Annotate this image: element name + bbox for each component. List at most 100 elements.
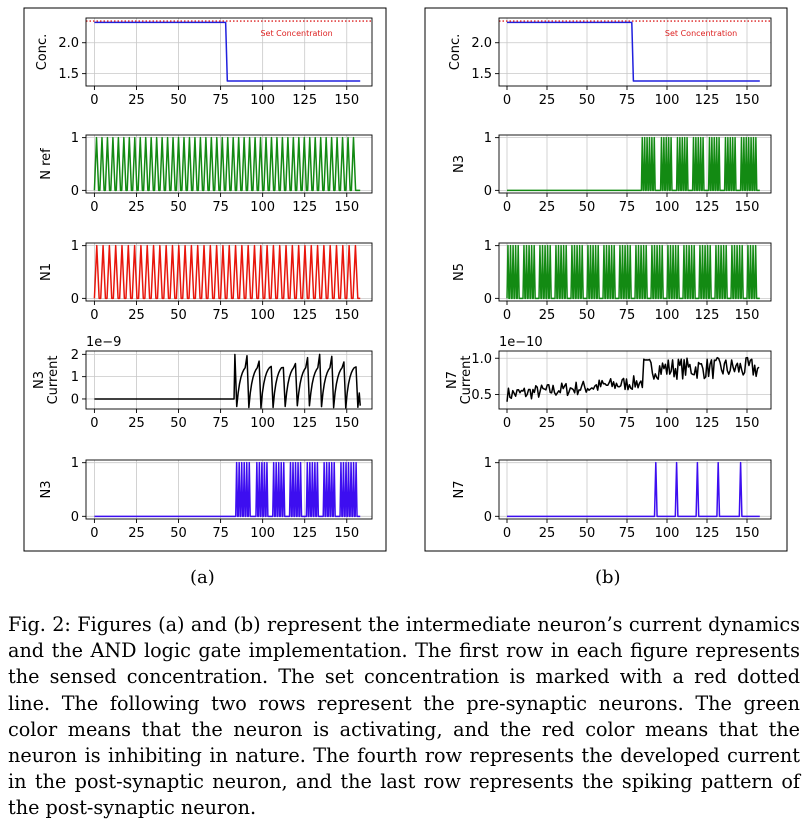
chart-a3-ytick-label-1: 1 — [71, 239, 79, 254]
chart-a1-annotation: Set Concentration — [260, 29, 332, 38]
chart-b5-axes-frame — [498, 459, 772, 520]
chart-b3-xtick-label-2: 50 — [579, 308, 596, 323]
chart-a3-ytick-label-0: 0 — [71, 292, 79, 307]
chart-b4-xtick-label-5: 125 — [695, 416, 720, 431]
chart-b4-ylabel-line-0: N7 — [445, 371, 460, 389]
chart-a4-xtick-label-4: 100 — [250, 416, 275, 431]
chart-b4-exponent: 1e−10 — [499, 335, 543, 350]
chart-a2-xtick-label-1: 25 — [128, 200, 145, 215]
chart-a4-ylabel-line-1: Current — [46, 356, 61, 405]
chart-a5-ylabel: N3 — [39, 481, 54, 499]
chart-b1-xtick-label-4: 100 — [655, 93, 680, 108]
chart-b3-ylabel-line-0: N5 — [452, 263, 467, 281]
chart-a4-xtick-label-5: 125 — [292, 416, 317, 431]
chart-a4-ytick-label-0: 0 — [71, 392, 79, 407]
chart-b3-series-0 — [506, 244, 760, 300]
chart-b5-xtick-label-2: 50 — [579, 526, 596, 541]
chart-b5-xtick-label-5: 125 — [695, 526, 720, 541]
chart-a1-ytick-label-0: 1.5 — [58, 67, 79, 82]
chart-b1-xtick-label-6: 150 — [735, 93, 760, 108]
chart-b4-xtick-label-6: 150 — [735, 416, 760, 431]
chart-a1-ylabel: Conc. — [35, 34, 50, 71]
chart-b2-xtick-label-3: 75 — [619, 200, 636, 215]
chart-b5-xtick-label-1: 25 — [539, 526, 556, 541]
chart-b2-xtick-label-1: 25 — [539, 200, 556, 215]
chart-b4-xtick-label-3: 75 — [619, 416, 636, 431]
chart-b1-axes-frame — [498, 17, 772, 87]
panel-label-a: (a) — [190, 567, 215, 588]
chart-a5-xtick-label-3: 75 — [212, 526, 229, 541]
chart-b2-xtick-label-4: 100 — [655, 200, 680, 215]
chart-b2-ylabel-line-0: N3 — [452, 155, 467, 173]
chart-b2-xtick-label-0: 0 — [503, 200, 511, 215]
chart-b1-xtick-label-2: 50 — [579, 93, 596, 108]
chart-a1: 0 25 50 75 100 125 150 1.5 2.0 Conc. Set Concentra… — [35, 17, 373, 108]
chart-b2-series-0 — [507, 136, 760, 192]
chart-b2-axes-frame — [498, 134, 772, 194]
chart-a3-xtick-label-0: 0 — [90, 308, 98, 323]
chart-a2-xtick-label-3: 75 — [212, 200, 229, 215]
chart-a1-xtick-label-4: 100 — [250, 93, 275, 108]
chart-a1-xtick-label-0: 0 — [90, 93, 98, 108]
chart-b4-xtick-label-1: 25 — [539, 416, 556, 431]
chart-b5: 0 25 50 75 100 125 150 0 1 N7 — [452, 456, 772, 541]
chart-a3-xtick-label-3: 75 — [212, 308, 229, 323]
panel-label-b: (b) — [595, 567, 621, 588]
panel-frame-b — [424, 7, 788, 552]
chart-b1-series-0 — [507, 21, 760, 82]
chart-a4-axes-frame — [85, 350, 373, 410]
chart-b3-ytick-label-1: 1 — [484, 239, 492, 254]
chart-a3-axes-frame — [85, 242, 373, 302]
chart-a3-ylabel-line-0: N1 — [39, 263, 54, 281]
chart-a4-exponent: 1e−9 — [86, 335, 121, 350]
chart-b1-annotation: Set Concentration — [665, 29, 737, 38]
chart-a5-series-0 — [94, 461, 361, 518]
chart-b3-xtick-label-5: 125 — [695, 308, 720, 323]
chart-b5-ytick-label-0: 0 — [484, 510, 492, 525]
panel-frame-a — [23, 7, 387, 552]
chart-a1-ytick-label-1: 2.0 — [58, 36, 79, 51]
chart-b4-ylabel-line-1: Current — [459, 356, 474, 405]
chart-a1-xtick-label-5: 125 — [292, 93, 317, 108]
chart-a1-xtick-label-1: 25 — [128, 93, 145, 108]
chart-a3-xtick-label-6: 150 — [334, 308, 359, 323]
chart-a1-xtick-label-6: 150 — [334, 93, 359, 108]
chart-a4-xtick-label-0: 0 — [90, 416, 98, 431]
chart-b3-xtick-label-0: 0 — [503, 308, 511, 323]
chart-a2: 0 25 50 75 100 125 150 0 1 N ref — [39, 131, 373, 215]
chart-b2-xtick-label-5: 125 — [695, 200, 720, 215]
chart-a4-ylabel: N3Current — [32, 356, 61, 405]
chart-a5-xtick-label-1: 25 — [128, 526, 145, 541]
chart-b5-xtick-label-0: 0 — [503, 526, 511, 541]
chart-b2-ytick-label-1: 1 — [484, 131, 492, 146]
chart-a4-xtick-label-6: 150 — [334, 416, 359, 431]
chart-b1: 0 25 50 75 100 125 150 1.5 2.0 Conc. Set Concentra… — [448, 17, 772, 108]
chart-a4-xtick-label-1: 25 — [128, 416, 145, 431]
chart-a2-series-0 — [93, 136, 361, 192]
chart-b4-ytick-label-1: 1.0 — [471, 352, 492, 367]
chart-a2-xtick-label-2: 50 — [170, 200, 187, 215]
chart-a2-ytick-label-0: 0 — [71, 184, 79, 199]
chart-a4-series-0 — [94, 353, 361, 409]
chart-a3: 0 25 50 75 100 125 150 0 1 N1 — [39, 239, 373, 323]
chart-a1-axes-frame — [85, 17, 373, 87]
chart-b1-ytick-label-0: 1.5 — [471, 67, 492, 82]
chart-b4-ylabel: N7Current — [445, 356, 474, 405]
chart-b4-xtick-label-0: 0 — [503, 416, 511, 431]
chart-b5-series-0 — [507, 461, 760, 518]
chart-a2-ylabel: N ref — [39, 148, 54, 180]
chart-b3-xtick-label-6: 150 — [735, 308, 760, 323]
chart-a2-xtick-label-4: 100 — [250, 200, 275, 215]
chart-a1-xtick-label-3: 75 — [212, 93, 229, 108]
chart-a2-ylabel-line-0: N ref — [39, 148, 54, 180]
chart-b3-xtick-label-3: 75 — [619, 308, 636, 323]
chart-b2-xtick-label-2: 50 — [579, 200, 596, 215]
chart-b3-ytick-label-0: 0 — [484, 292, 492, 307]
chart-b4-axes-frame — [498, 350, 772, 410]
chart-b5-xtick-label-3: 75 — [619, 526, 636, 541]
chart-a4-xtick-label-3: 75 — [212, 416, 229, 431]
chart-b4-xtick-label-2: 50 — [579, 416, 596, 431]
chart-b2-ylabel: N3 — [452, 155, 467, 173]
